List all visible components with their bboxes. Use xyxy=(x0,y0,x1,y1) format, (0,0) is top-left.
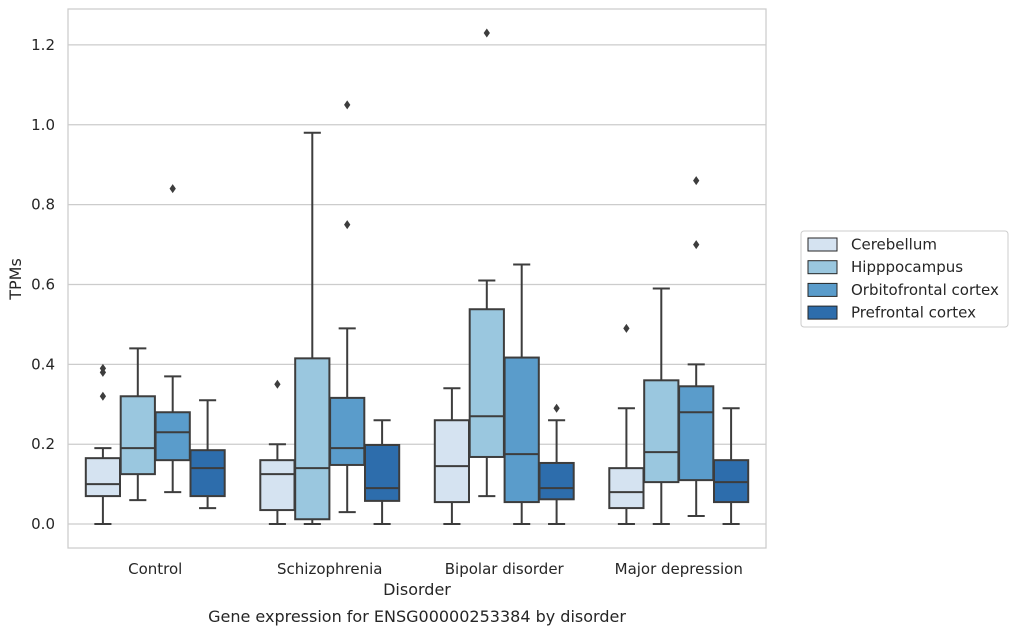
x-tick-labels: Control Schizophrenia Bipolar disorder Majo… xyxy=(128,560,743,578)
figure-caption: Gene expression for ENSG00000253384 by d… xyxy=(208,607,626,626)
x-tick-label: Control xyxy=(128,560,182,578)
box xyxy=(678,385,715,482)
category-group xyxy=(608,176,750,526)
box xyxy=(503,356,540,504)
outlier-point xyxy=(623,323,630,333)
box-groups xyxy=(84,28,750,526)
y-tick-label: 1.0 xyxy=(31,116,55,134)
category-group xyxy=(433,28,575,526)
legend-label: Hipppocampus xyxy=(851,258,963,276)
outlier-point xyxy=(483,28,490,38)
y-tick-label: 0.8 xyxy=(31,196,55,214)
y-tick-labels: 0.0 0.2 0.4 0.6 0.8 1.0 1.2 xyxy=(31,36,55,533)
x-tick-label: Bipolar disorder xyxy=(445,560,565,578)
legend-label: Orbitofrontal cortex xyxy=(851,281,999,299)
y-tick-label: 0.4 xyxy=(31,355,55,373)
box xyxy=(84,457,122,498)
y-tick-label: 0.0 xyxy=(31,515,55,533)
plot-frame xyxy=(67,8,767,549)
legend-swatch xyxy=(807,237,838,252)
box xyxy=(468,308,505,458)
legend-label: Cerebellum xyxy=(851,236,937,254)
outlier-point xyxy=(553,403,560,413)
box xyxy=(294,357,331,521)
box xyxy=(363,443,401,502)
y-tick-label: 0.6 xyxy=(31,275,55,293)
outlier-point xyxy=(274,379,281,389)
y-tick-label: 1.2 xyxy=(31,36,55,54)
outlier-point xyxy=(99,363,107,373)
box xyxy=(433,419,471,504)
box xyxy=(259,459,296,512)
box xyxy=(189,449,226,498)
legend-label: Prefrontal cortex xyxy=(851,304,976,322)
box xyxy=(608,467,645,510)
box xyxy=(538,461,575,501)
outlier-point xyxy=(344,100,351,110)
box xyxy=(119,395,156,476)
outlier-point xyxy=(693,240,700,250)
outlier-point xyxy=(344,220,351,230)
outlier-point xyxy=(169,184,176,194)
legend-frame xyxy=(800,230,1009,328)
category-group xyxy=(84,184,226,526)
y-tick-label: 0.2 xyxy=(31,435,55,453)
legend-swatch xyxy=(807,305,838,320)
box xyxy=(643,379,680,484)
x-axis-label: Disorder xyxy=(383,580,451,599)
box xyxy=(154,411,191,462)
outlier-point xyxy=(693,176,700,186)
x-tick-label: Major depression xyxy=(615,560,743,578)
legend-swatch xyxy=(807,260,838,275)
box xyxy=(329,396,366,466)
y-axis-label: TPMs xyxy=(6,258,25,301)
legend: Cerebellum Hipppocampus Orbitofrontal cort… xyxy=(800,230,1009,328)
outlier-point xyxy=(99,391,107,401)
category-group xyxy=(259,100,401,526)
x-tick-label: Schizophrenia xyxy=(277,560,382,578)
legend-swatch xyxy=(807,282,838,297)
